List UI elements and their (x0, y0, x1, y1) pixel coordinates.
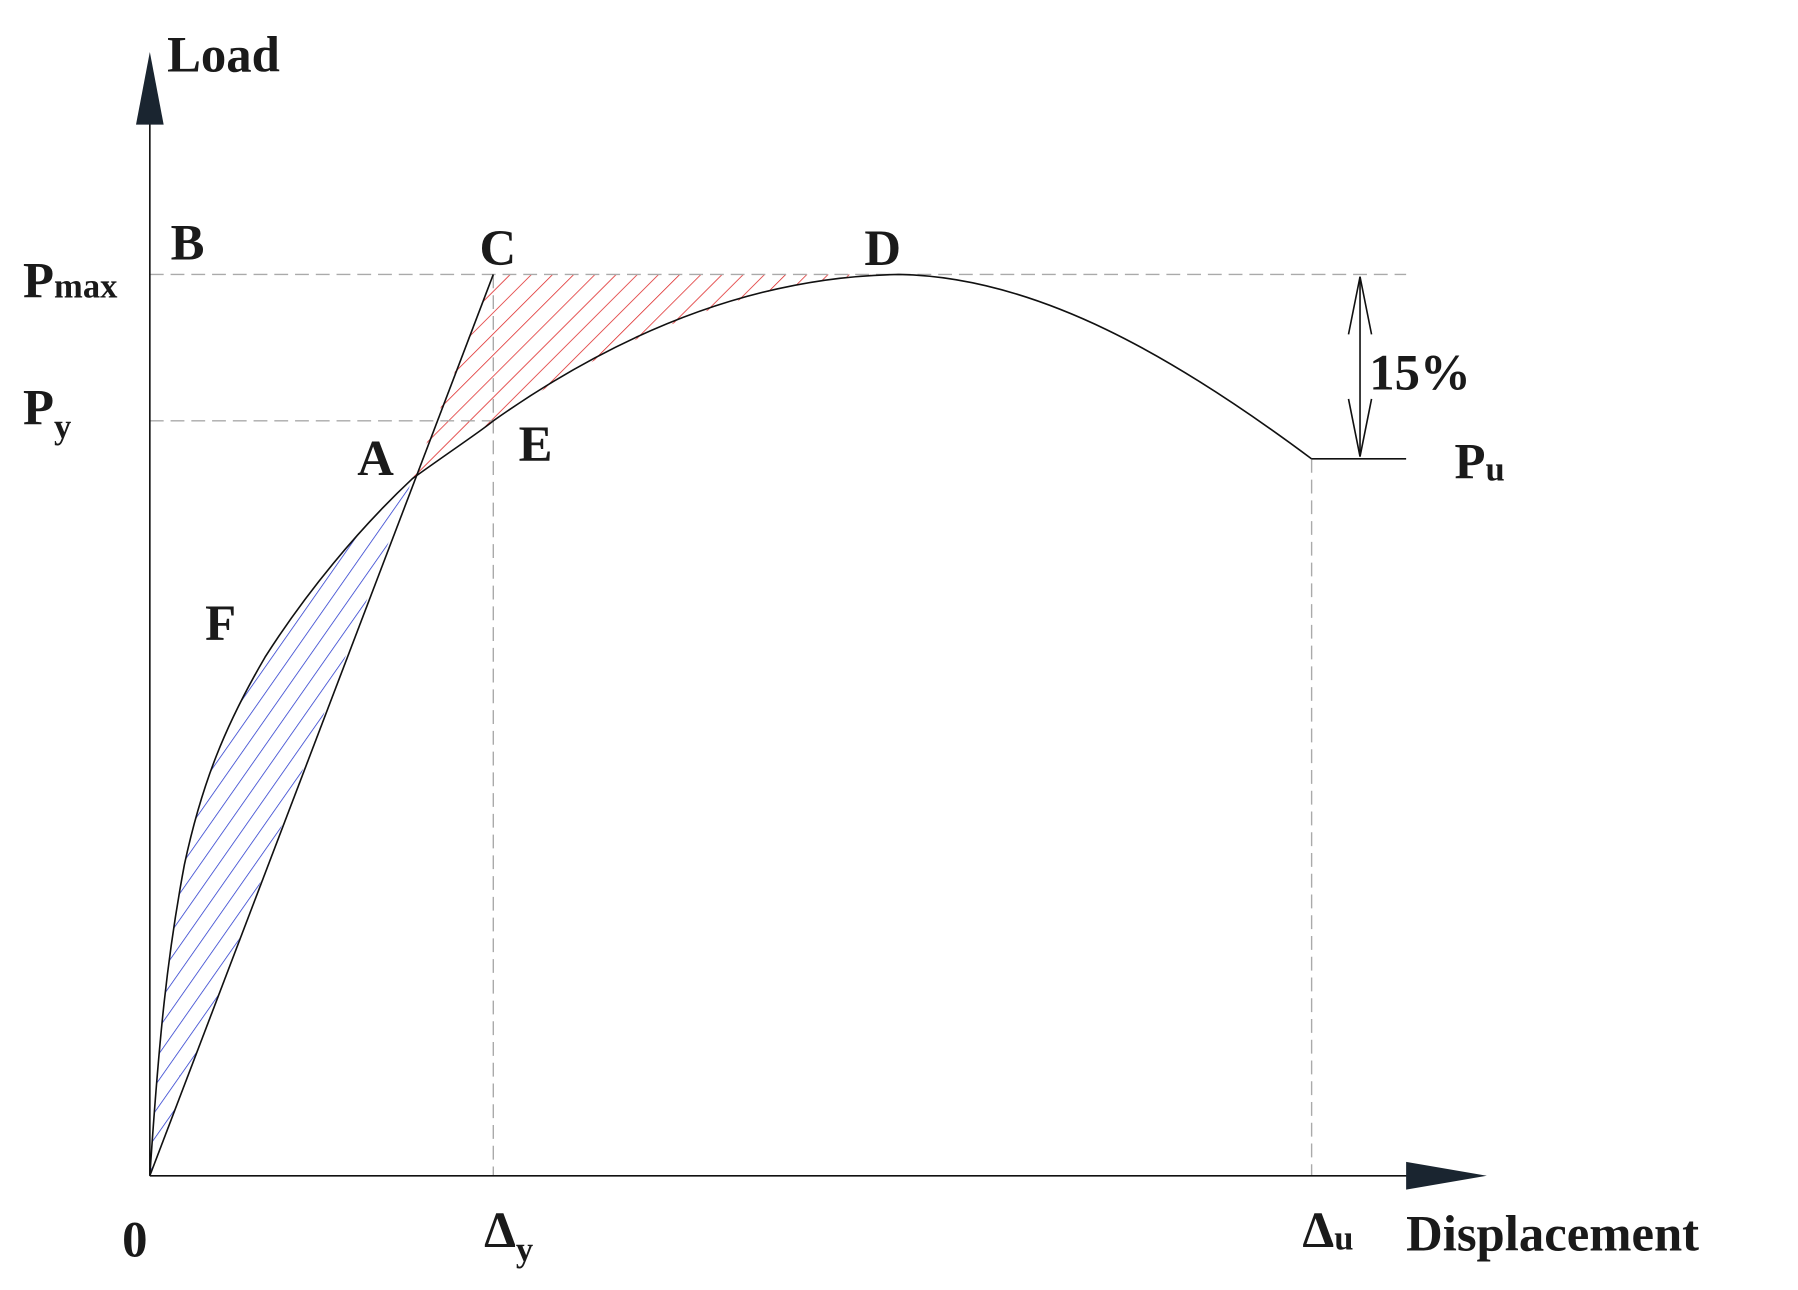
point-label: F (205, 595, 236, 651)
arrow-head-top (1347, 276, 1373, 335)
point-label: A (357, 430, 394, 486)
du-label: Δu (1302, 1202, 1353, 1258)
pu-label: Pu (1455, 433, 1505, 489)
drop-label: 15% (1369, 345, 1470, 401)
point-label: E (519, 416, 553, 472)
y-arrow (136, 52, 164, 125)
origin-label: 0 (122, 1211, 147, 1267)
secant-line (149, 274, 495, 1177)
dy-label: Δy (484, 1202, 533, 1269)
pmax-label: Pmax (23, 253, 118, 309)
y-axis-label: Load (167, 27, 280, 83)
py-label: Py (23, 379, 71, 446)
arrow-head-bottom (1347, 398, 1373, 457)
load-curve (149, 273, 1313, 1176)
red-hatch (412, 274, 876, 479)
point-label: B (171, 214, 205, 270)
x-axis-label: Displacement (1406, 1206, 1699, 1262)
point-label: D (864, 220, 901, 276)
x-arrow (1406, 1161, 1487, 1190)
point-label: C (479, 220, 516, 276)
